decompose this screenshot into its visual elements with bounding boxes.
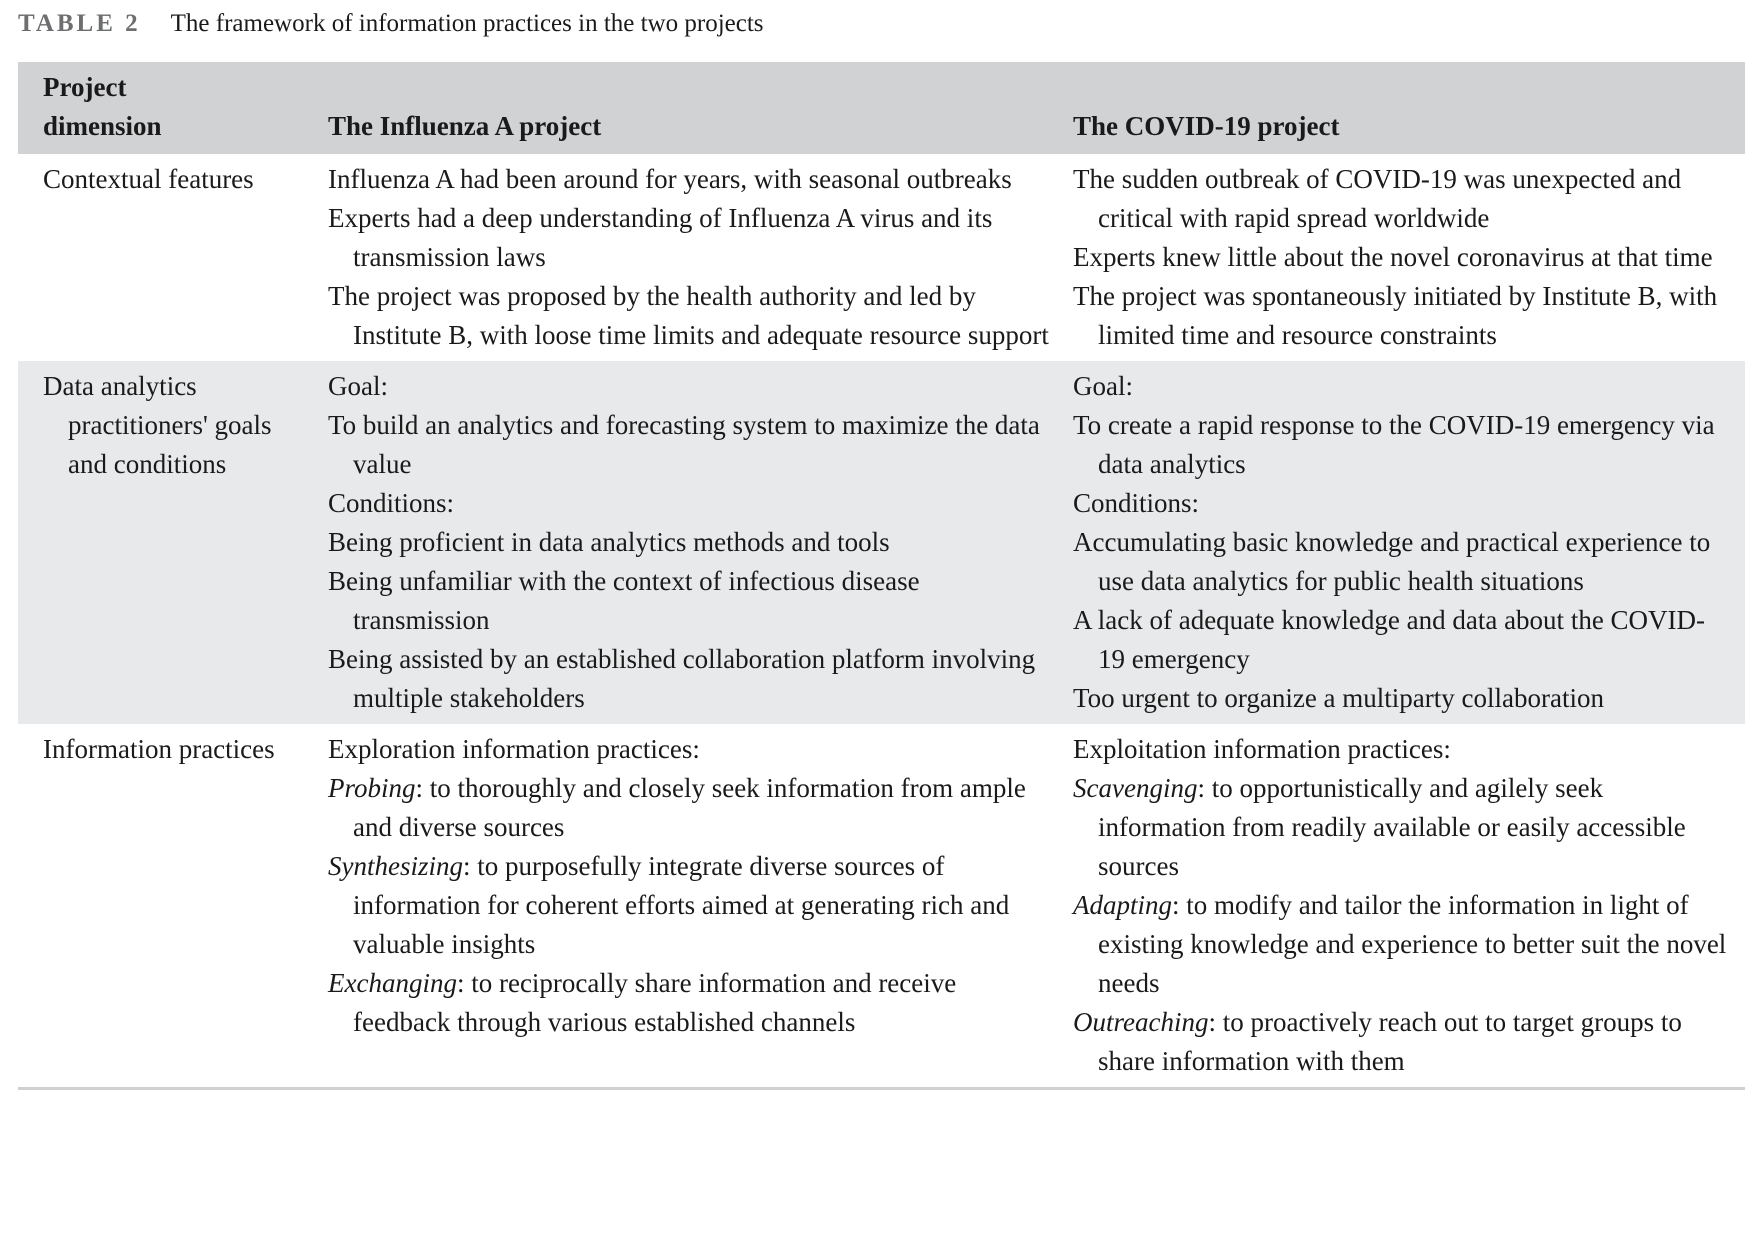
cell-item: Being assisted by an established collabo… — [328, 640, 1053, 718]
item-text: Too urgent to organize a multiparty coll… — [1073, 683, 1604, 713]
item-text: Experts knew little about the novel coro… — [1073, 242, 1713, 272]
item-text: Goal: — [1073, 371, 1133, 401]
cell-item: Exploitation information practices: — [1073, 730, 1730, 769]
item-text: To create a rapid response to the COVID-… — [1073, 410, 1715, 479]
item-text: Experts had a deep understanding of Infl… — [328, 203, 993, 272]
item-text: Influenza A had been around for years, w… — [328, 164, 1012, 194]
cell-item: Scavenging: to opportunistically and agi… — [1073, 769, 1730, 886]
table-label: TABLE 2 — [18, 10, 141, 37]
dimension-label: Data analytics practitioners' goals and … — [43, 371, 272, 479]
item-text: The project was spontaneously initiated … — [1073, 281, 1718, 350]
practice-term: Exchanging — [328, 968, 457, 998]
table-row: Data analytics practitioners' goals and … — [18, 361, 1745, 724]
covid-cell: Goal: To create a rapid response to the C… — [1073, 361, 1745, 724]
cell-item: Goal: — [1073, 367, 1730, 406]
item-text: Being assisted by an established collabo… — [328, 644, 1036, 713]
table-header-row: Project dimension The Influenza A projec… — [18, 62, 1745, 154]
cell-item: The sudden outbreak of COVID-19 was unex… — [1073, 160, 1730, 238]
dimension-cell: Contextual features — [18, 154, 303, 361]
header-covid: The COVID-19 project — [1073, 111, 1340, 141]
cell-item: Conditions: — [328, 484, 1053, 523]
cell-item: Exchanging: to reciprocally share inform… — [328, 964, 1053, 1042]
cell-item: A lack of adequate knowledge and data ab… — [1073, 601, 1730, 679]
item-text: : to reciprocally share information and … — [353, 968, 957, 1037]
cell-item: Experts knew little about the novel coro… — [1073, 238, 1730, 277]
framework-table: Project dimension The Influenza A projec… — [18, 62, 1745, 1090]
cell-item: The project was spontaneously initiated … — [1073, 277, 1730, 355]
item-text: : to purposefully integrate diverse sour… — [353, 851, 1010, 959]
cell-item: Too urgent to organize a multiparty coll… — [1073, 679, 1730, 718]
covid-cell: Exploitation information practices: Scave… — [1073, 724, 1745, 1089]
table-row: Contextual features Influenza A had been … — [18, 154, 1745, 361]
item-text: The sudden outbreak of COVID-19 was unex… — [1073, 164, 1682, 233]
cell-item: Being unfamiliar with the context of inf… — [328, 562, 1053, 640]
cell-item: Exploration information practices: — [328, 730, 1053, 769]
covid-cell: The sudden outbreak of COVID-19 was unex… — [1073, 154, 1745, 361]
item-text: : to modify and tailor the information i… — [1098, 890, 1727, 998]
item-text: Conditions: — [1073, 488, 1200, 518]
cell-item: To build an analytics and forecasting sy… — [328, 406, 1053, 484]
cell-item: Goal: — [328, 367, 1053, 406]
item-text: Conditions: — [328, 488, 455, 518]
practice-term: Synthesizing — [328, 851, 463, 881]
influenza-cell: Goal: To build an analytics and forecasti… — [303, 361, 1073, 724]
cell-item: Conditions: — [1073, 484, 1730, 523]
dimension-label: Contextual features — [43, 164, 254, 194]
item-text: To build an analytics and forecasting sy… — [328, 410, 1040, 479]
cell-item: Outreaching: to proactively reach out to… — [1073, 1003, 1730, 1081]
cell-item: Adapting: to modify and tailor the infor… — [1073, 886, 1730, 1003]
item-text: Goal: — [328, 371, 388, 401]
practice-term: Outreaching — [1073, 1007, 1209, 1037]
item-text: A lack of adequate knowledge and data ab… — [1073, 605, 1706, 674]
cell-item: The project was proposed by the health a… — [328, 277, 1053, 355]
item-text: Accumulating basic knowledge and practic… — [1073, 527, 1711, 596]
item-text: : to opportunistically and agilely seek … — [1098, 773, 1686, 881]
dimension-label: Information practices — [43, 734, 275, 764]
item-text: Being proficient in data analytics metho… — [328, 527, 890, 557]
item-text: Exploration information practices: — [328, 734, 700, 764]
influenza-cell: Influenza A had been around for years, w… — [303, 154, 1073, 361]
cell-item: Influenza A had been around for years, w… — [328, 160, 1053, 199]
influenza-cell: Exploration information practices: Probin… — [303, 724, 1073, 1089]
cell-item: To create a rapid response to the COVID-… — [1073, 406, 1730, 484]
dimension-cell: Data analytics practitioners' goals and … — [18, 361, 303, 724]
header-dimension: Project dimension — [18, 62, 303, 154]
item-text: Being unfamiliar with the context of inf… — [328, 566, 920, 635]
practice-term: Probing — [328, 773, 416, 803]
practice-term: Adapting — [1073, 890, 1172, 920]
item-text: Exploitation information practices: — [1073, 734, 1451, 764]
cell-item: Accumulating basic knowledge and practic… — [1073, 523, 1730, 601]
cell-item: Experts had a deep understanding of Infl… — [328, 199, 1053, 277]
cell-item: Synthesizing: to purposefully integrate … — [328, 847, 1053, 964]
item-text: : to proactively reach out to target gro… — [1098, 1007, 1682, 1076]
header-dimension-text: Project dimension — [43, 72, 162, 141]
table-row: Information practices Exploration informa… — [18, 724, 1745, 1089]
table-body: Contextual features Influenza A had been … — [18, 154, 1745, 1089]
dimension-cell: Information practices — [18, 724, 303, 1089]
practice-term: Scavenging — [1073, 773, 1198, 803]
item-text: The project was proposed by the health a… — [328, 281, 1049, 350]
cell-item: Being proficient in data analytics metho… — [328, 523, 1053, 562]
item-text: : to thoroughly and closely seek informa… — [353, 773, 1026, 842]
cell-item: Probing: to thoroughly and closely seek … — [328, 769, 1053, 847]
table-caption: TABLE 2 The framework of information prac… — [18, 10, 764, 38]
table-title: The framework of information practices i… — [170, 10, 764, 37]
header-influenza: The Influenza A project — [328, 111, 602, 141]
